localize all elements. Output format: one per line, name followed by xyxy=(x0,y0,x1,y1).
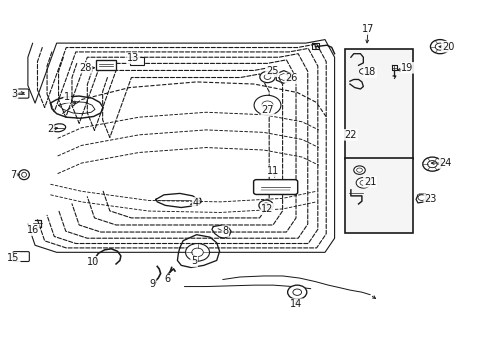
Text: 26: 26 xyxy=(285,73,297,84)
Circle shape xyxy=(264,75,270,80)
FancyBboxPatch shape xyxy=(14,89,29,98)
Circle shape xyxy=(356,168,362,172)
Text: 1: 1 xyxy=(64,92,70,102)
Circle shape xyxy=(417,195,425,201)
Text: 14: 14 xyxy=(289,299,302,309)
Circle shape xyxy=(261,101,273,109)
Text: 6: 6 xyxy=(164,274,170,284)
Circle shape xyxy=(185,243,209,261)
Text: 2: 2 xyxy=(47,124,53,134)
Circle shape xyxy=(429,40,448,54)
Circle shape xyxy=(292,289,301,295)
Circle shape xyxy=(359,180,366,185)
FancyBboxPatch shape xyxy=(344,49,412,159)
Ellipse shape xyxy=(21,172,26,177)
Circle shape xyxy=(355,177,370,188)
Text: 17: 17 xyxy=(361,24,373,34)
Text: 5: 5 xyxy=(191,256,197,266)
Ellipse shape xyxy=(51,124,65,132)
Circle shape xyxy=(262,203,269,208)
Text: 15: 15 xyxy=(7,253,20,263)
Text: 23: 23 xyxy=(424,194,436,204)
Circle shape xyxy=(287,285,306,299)
Circle shape xyxy=(353,166,365,174)
Text: 28: 28 xyxy=(79,63,91,73)
Text: 19: 19 xyxy=(401,63,413,73)
Text: 4: 4 xyxy=(192,198,198,208)
Circle shape xyxy=(427,161,436,168)
Text: 21: 21 xyxy=(363,177,375,187)
Text: 25: 25 xyxy=(265,66,278,76)
Circle shape xyxy=(254,95,280,115)
Circle shape xyxy=(434,43,444,50)
Text: 3: 3 xyxy=(11,89,18,99)
Text: 11: 11 xyxy=(266,166,279,176)
FancyBboxPatch shape xyxy=(344,158,412,233)
Circle shape xyxy=(422,157,441,171)
Text: 7: 7 xyxy=(10,170,17,180)
Text: 10: 10 xyxy=(87,257,100,267)
Text: 13: 13 xyxy=(127,53,139,63)
Text: 22: 22 xyxy=(344,130,356,140)
FancyBboxPatch shape xyxy=(253,180,297,194)
Text: 27: 27 xyxy=(261,105,273,115)
Text: 24: 24 xyxy=(439,158,451,168)
Text: 8: 8 xyxy=(222,226,228,236)
Circle shape xyxy=(191,248,203,257)
FancyBboxPatch shape xyxy=(130,57,144,65)
Text: 9: 9 xyxy=(149,279,155,289)
Circle shape xyxy=(359,68,366,74)
FancyBboxPatch shape xyxy=(96,60,115,70)
Text: 16: 16 xyxy=(26,225,39,235)
Text: 20: 20 xyxy=(441,42,453,51)
Text: 18: 18 xyxy=(363,67,375,77)
Circle shape xyxy=(259,71,275,83)
Circle shape xyxy=(258,200,273,211)
FancyBboxPatch shape xyxy=(13,252,29,261)
Ellipse shape xyxy=(19,170,29,180)
Text: 12: 12 xyxy=(261,204,273,214)
